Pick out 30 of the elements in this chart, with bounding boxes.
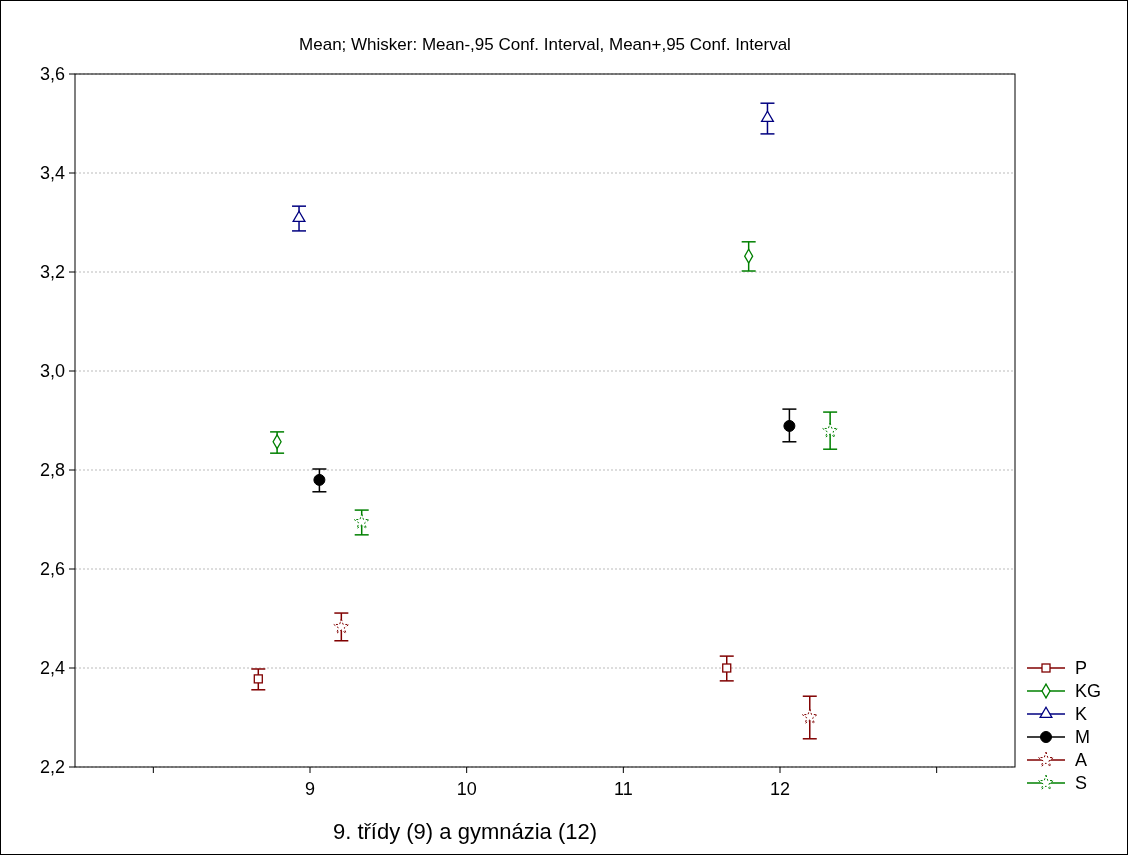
legend-label: S	[1075, 773, 1088, 794]
legend-label: A	[1075, 750, 1088, 771]
point	[722, 663, 732, 673]
point	[253, 674, 263, 684]
y-tick-label: 3,0	[39, 361, 65, 382]
y-tick-label: 2,8	[39, 460, 65, 481]
y-tick-label: 2,6	[39, 559, 65, 580]
point	[760, 110, 774, 123]
x-tick-label: 11	[613, 779, 633, 799]
point	[801, 708, 818, 724]
point	[822, 422, 839, 438]
y-tick-label: 2,4	[39, 658, 65, 679]
legend-label: P	[1075, 658, 1088, 679]
legend-label: M	[1075, 727, 1090, 748]
point	[313, 473, 326, 486]
point	[353, 513, 370, 529]
y-tick-label: 3,6	[39, 64, 65, 85]
y-tick-label: 3,4	[39, 163, 65, 184]
y-tick-label: 2,2	[39, 757, 65, 778]
y-tick-label: 3,2	[39, 262, 65, 283]
x-tick-label: 12	[769, 779, 791, 799]
legend-label: K	[1075, 704, 1088, 725]
x-tick-label: 9	[304, 779, 316, 799]
chart-title: Mean; Whisker: Mean-,95 Conf. Interval, Mean+,95 Conf. Interval	[299, 35, 791, 54]
point	[292, 210, 306, 223]
x-tick-label: 10	[456, 779, 477, 799]
point	[783, 419, 796, 432]
point	[333, 618, 350, 634]
x-axis-title: 9. třídy (9) a gymnázia (12)	[332, 819, 598, 844]
legend-label: KG	[1075, 681, 1102, 702]
